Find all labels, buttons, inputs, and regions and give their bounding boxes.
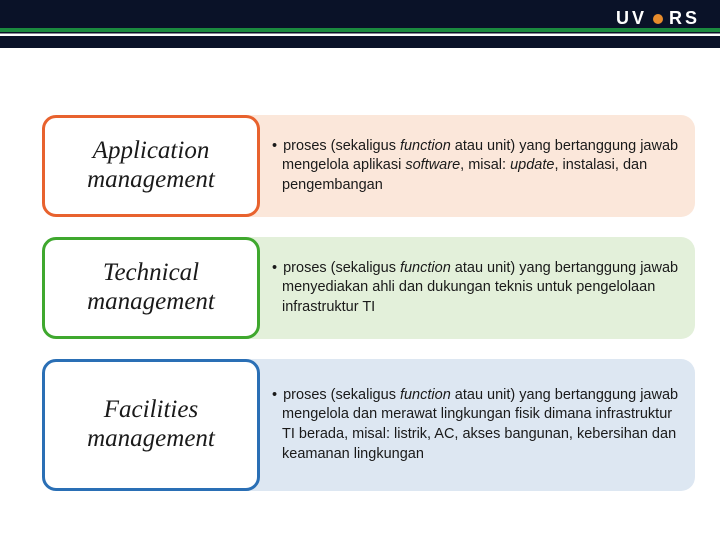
sun-icon	[649, 10, 667, 28]
desc-box-application: proses (sekaligus function atau unit) ya…	[246, 115, 695, 217]
row-technical-management: Technical management proses (sekaligus f…	[42, 237, 695, 339]
title-line: management	[87, 288, 215, 317]
title-line: Application	[87, 137, 215, 166]
logo-text-right: RS	[669, 8, 700, 29]
title-box-technical: Technical management	[42, 237, 260, 339]
desc-text: proses (sekaligus function atau unit) ya…	[272, 259, 679, 318]
title-box-application: Application management	[42, 115, 260, 217]
header-bar	[0, 0, 720, 48]
title-line: Technical	[87, 259, 215, 288]
title-line: management	[87, 425, 215, 454]
desc-text: proses (sekaligus function atau unit) ya…	[272, 137, 679, 196]
desc-box-facilities: proses (sekaligus function atau unit) ya…	[246, 359, 695, 491]
row-facilities-management: Facilities management proses (sekaligus …	[42, 359, 695, 491]
title-box-facilities: Facilities management	[42, 359, 260, 491]
desc-box-technical: proses (sekaligus function atau unit) ya…	[246, 237, 695, 339]
content-area: Application management proses (sekaligus…	[42, 115, 695, 511]
row-application-management: Application management proses (sekaligus…	[42, 115, 695, 217]
header-accent-green	[0, 28, 720, 32]
title-line: management	[87, 166, 215, 195]
logo: UV RS	[616, 8, 700, 29]
title-line: Facilities	[87, 396, 215, 425]
logo-text-left: UV	[616, 8, 647, 29]
desc-text: proses (sekaligus function atau unit) ya…	[272, 386, 679, 464]
